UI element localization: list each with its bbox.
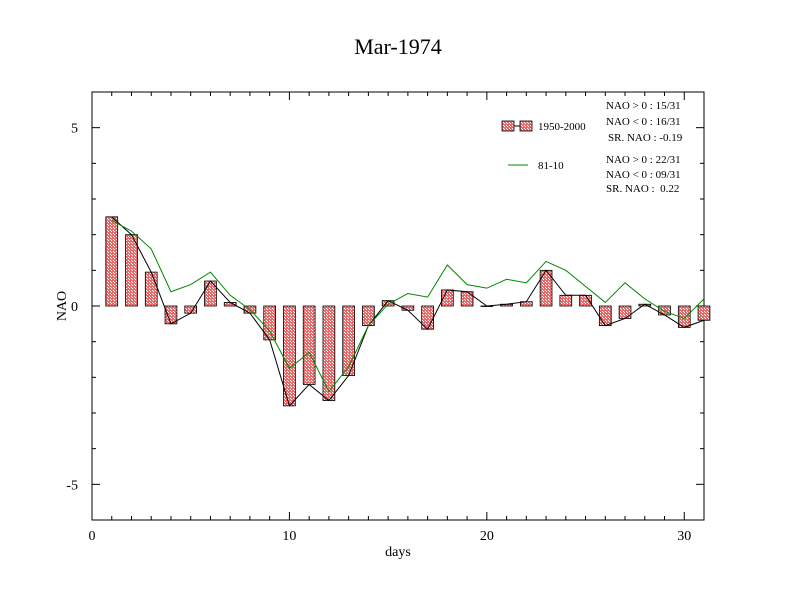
x-tick-label: 0 bbox=[89, 529, 96, 544]
bar-day-31 bbox=[697, 305, 711, 321]
legend-swatch-bar-left bbox=[501, 120, 515, 132]
bar-day-24 bbox=[559, 294, 573, 307]
y-tick-label: 0 bbox=[71, 300, 78, 315]
bar-day-3 bbox=[144, 271, 158, 307]
y-axis-label: NAO bbox=[55, 291, 70, 321]
axis-ticks: 0 10 20 30 5 0 -5 bbox=[66, 91, 705, 544]
line-81-10 bbox=[111, 219, 705, 393]
lines bbox=[111, 216, 705, 407]
x-tick-label: 30 bbox=[677, 529, 691, 544]
x-tick-label: 10 bbox=[282, 529, 296, 544]
bar-day-1 bbox=[105, 216, 119, 307]
y-tick-label: -5 bbox=[66, 478, 78, 493]
bar-day-27 bbox=[618, 305, 632, 319]
stat-1950-sr: SR. NAO : -0.19 bbox=[608, 132, 683, 144]
x-axis-label: days bbox=[385, 545, 411, 560]
bar-day-11 bbox=[302, 305, 316, 385]
line-1950-2000 bbox=[111, 216, 705, 407]
legend: 1950-2000 81-10 NAO > 0 : 15/31 NAO < 0 … bbox=[501, 100, 683, 195]
bar-day-29 bbox=[658, 305, 671, 316]
bar-day-19 bbox=[460, 291, 474, 307]
stat-8110-positive: NAO > 0 : 22/31 bbox=[606, 154, 681, 166]
bars-1950-2000 bbox=[105, 216, 711, 407]
legend-swatch-bar-right bbox=[519, 120, 533, 132]
chart-title: Mar-1974 bbox=[354, 34, 442, 59]
bar-day-6 bbox=[204, 280, 217, 307]
y-tick-label: 5 bbox=[71, 122, 78, 137]
x-tick-label: 20 bbox=[480, 529, 494, 544]
legend-label-1950-2000: 1950-2000 bbox=[538, 121, 586, 133]
stat-8110-sr: SR. NAO : 0.22 bbox=[606, 183, 679, 195]
stat-1950-positive: NAO > 0 : 15/31 bbox=[606, 100, 681, 112]
bar-day-25 bbox=[579, 294, 592, 307]
stat-8110-negative: NAO < 0 : 09/31 bbox=[606, 169, 681, 181]
stat-1950-negative: NAO < 0 : 16/31 bbox=[606, 116, 681, 128]
bar-day-14 bbox=[362, 305, 375, 327]
legend-label-81-10: 81-10 bbox=[538, 160, 564, 172]
bar-day-2 bbox=[125, 234, 138, 307]
bar-day-26 bbox=[598, 305, 612, 327]
